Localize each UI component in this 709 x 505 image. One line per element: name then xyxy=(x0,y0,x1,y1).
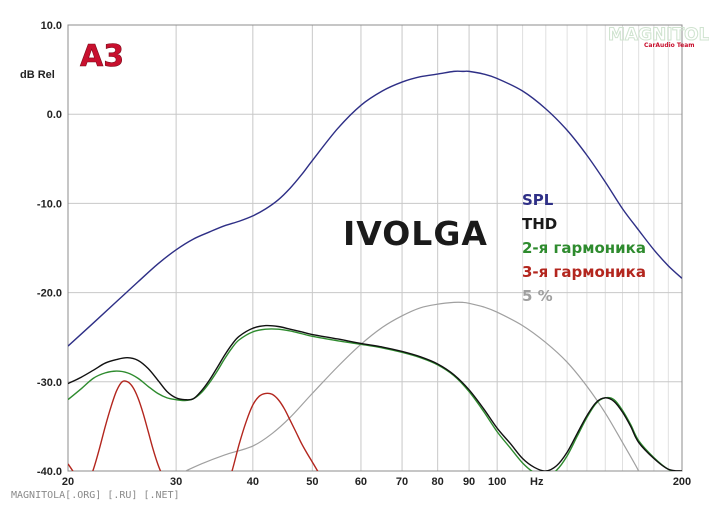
y-tick-label: -40.0 xyxy=(37,466,62,478)
y-tick-label: 0.0 xyxy=(47,109,62,121)
x-axis-label: Hz xyxy=(530,476,544,488)
x-tick-label: 30 xyxy=(170,476,182,488)
chart-annotation: IVOLGA xyxy=(343,214,488,253)
y-tick-label: 10.0 xyxy=(41,20,62,32)
x-tick-label: 200 xyxy=(673,476,691,488)
y-tick-labels: 10.0 0.0 -10.0 -20.0 -30.0 -40.0 xyxy=(37,20,62,478)
y-tick-label: -20.0 xyxy=(37,288,62,300)
grid xyxy=(68,25,682,471)
series-line-thd-1 xyxy=(68,324,682,471)
legend-entry: THD xyxy=(522,215,557,233)
x-tick-label: 20 xyxy=(62,476,74,488)
x-tick-label: 70 xyxy=(396,476,408,488)
series-line-2-2 xyxy=(68,328,677,471)
y-tick-label: -30.0 xyxy=(37,377,62,389)
series-line-5-4 xyxy=(184,301,640,471)
y-axis-label: dB Rel xyxy=(20,69,55,81)
footer-watermark: MAGNITOLA[.ORG] [.RU] [.NET] xyxy=(11,490,180,501)
magnitola-logo-text: MAGNITOLA xyxy=(608,25,709,45)
x-tick-label: 50 xyxy=(306,476,318,488)
x-tick-label: 100 xyxy=(488,476,506,488)
a3-logo-text: A3 xyxy=(80,39,124,74)
legend-entry: 2-я гармоника xyxy=(522,239,646,257)
legend-entry: SPL xyxy=(522,191,554,209)
x-tick-label: 40 xyxy=(247,476,259,488)
legend: SPL THD 2-я гармоника 3-я гармоника 5 % xyxy=(522,191,646,305)
plot-frame xyxy=(67,24,683,472)
x-tick-label: 60 xyxy=(355,476,367,488)
series-line-spl-0 xyxy=(68,70,682,347)
a3-logo: A3 xyxy=(80,39,125,75)
series-line-3-3 xyxy=(68,380,319,471)
x-tick-label: 80 xyxy=(432,476,444,488)
x-tick-labels: 20 30 40 50 60 70 80 90 100 200 xyxy=(62,476,691,488)
y-tick-label: -10.0 xyxy=(37,198,62,210)
series-group xyxy=(68,70,682,471)
legend-entry: 5 % xyxy=(522,287,553,305)
magnitola-logo-subtitle: CarAudio Team xyxy=(644,42,695,49)
x-tick-label: 90 xyxy=(463,476,475,488)
legend-entry: 3-я гармоника xyxy=(522,263,646,281)
magnitola-logo: MAGNITOLA CarAudio Team xyxy=(608,25,709,50)
